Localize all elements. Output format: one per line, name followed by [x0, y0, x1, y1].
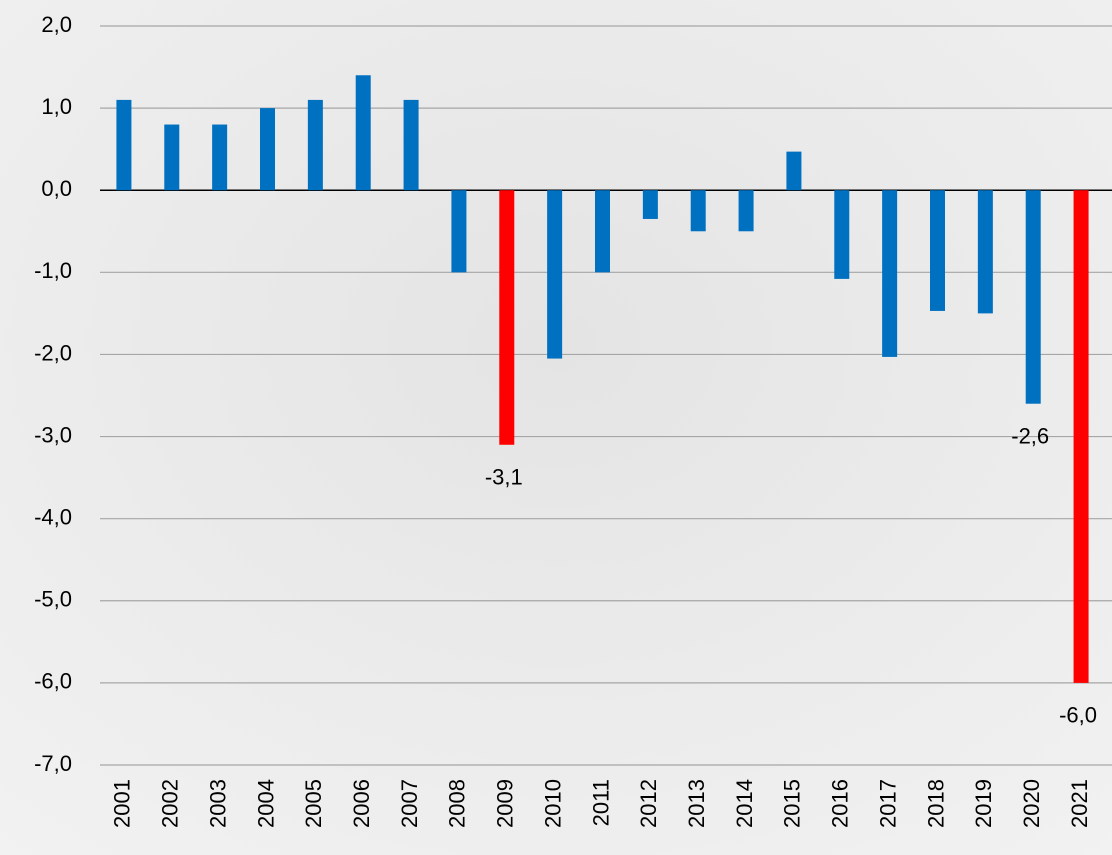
data-label: -6,0 [1059, 703, 1097, 728]
x-tick-label: 2004 [253, 779, 278, 828]
x-tick-label: 2008 [445, 779, 470, 828]
bar [164, 125, 179, 191]
x-tick-label: 2001 [110, 779, 135, 828]
bar [260, 108, 275, 190]
data-label: -2,6 [1011, 424, 1049, 449]
bar [691, 190, 706, 231]
x-tick-label: 2006 [349, 779, 374, 828]
bar [786, 152, 801, 191]
chart: 2,0 1,0 0,0 -1,0 -2,0 -3,0 -4,0 -5,0 -6,0 -7,0 200… [0, 0, 1112, 855]
bar [834, 190, 849, 279]
bar [1026, 190, 1041, 403]
bar [739, 190, 754, 231]
x-tick-label: 2012 [636, 779, 661, 828]
y-tick-label: 2,0 [41, 12, 72, 37]
x-tick-label: 2019 [971, 779, 996, 828]
x-tick-label: 2016 [828, 779, 853, 828]
y-tick-label: -3,0 [34, 422, 72, 447]
y-tick-label: 1,0 [41, 94, 72, 119]
bar [116, 100, 131, 190]
x-tick-label: 2018 [923, 779, 948, 828]
bar [1074, 190, 1089, 683]
bar [547, 190, 562, 358]
x-tick-label: 2005 [301, 779, 326, 828]
bar [356, 75, 371, 190]
x-tick-label: 2021 [1067, 779, 1092, 828]
bar [595, 190, 610, 272]
x-tick-label: 2020 [1019, 779, 1044, 828]
bar [643, 190, 658, 219]
bar [451, 190, 466, 272]
bar [404, 100, 419, 190]
x-tick-label: 2009 [493, 779, 518, 828]
bar [308, 100, 323, 190]
x-tick-label: 2014 [732, 779, 757, 828]
bar [212, 125, 227, 191]
y-tick-label: -7,0 [34, 751, 72, 776]
bar [930, 190, 945, 311]
bar [978, 190, 993, 313]
x-tick-label: 2010 [540, 779, 565, 828]
x-tick-label: 2007 [397, 779, 422, 828]
y-tick-label: 0,0 [41, 176, 72, 201]
y-tick-label: -6,0 [34, 669, 72, 694]
y-tick-label: -4,0 [34, 504, 72, 529]
bar [882, 190, 897, 357]
x-tick-label: 2011 [588, 779, 613, 826]
y-tick-label: -2,0 [34, 340, 72, 365]
x-tick-label: 2003 [205, 779, 230, 828]
x-tick-label: 2017 [875, 779, 900, 828]
data-label: -3,1 [485, 465, 523, 490]
bar [499, 190, 514, 445]
x-tick-label: 2013 [684, 779, 709, 828]
y-tick-label: -5,0 [34, 587, 72, 612]
y-tick-label: -1,0 [34, 258, 72, 283]
x-tick-label: 2015 [780, 779, 805, 828]
x-tick-label: 2002 [158, 779, 183, 828]
